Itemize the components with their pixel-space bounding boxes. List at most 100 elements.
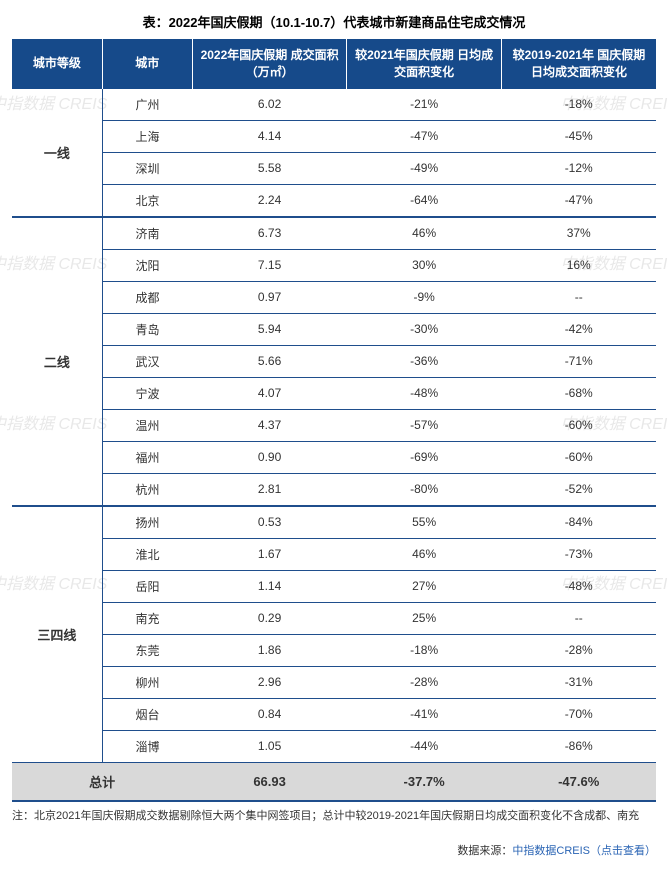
total-row: 总计66.93-37.7%-47.6% xyxy=(12,762,656,801)
cell-vs21: -21% xyxy=(347,89,502,121)
cell-area: 1.86 xyxy=(192,634,347,666)
cell-city: 北京 xyxy=(102,184,192,217)
total-vs1921: -47.6% xyxy=(501,762,656,801)
cell-area: 6.73 xyxy=(192,217,347,250)
cell-vs1921: -60% xyxy=(501,441,656,473)
cell-vs21: -36% xyxy=(347,345,502,377)
header-row: 城市等级 城市 2022年国庆假期 成交面积（万㎡） 较2021年国庆假期 日均… xyxy=(12,39,656,89)
cell-vs1921: -28% xyxy=(501,634,656,666)
cell-vs1921: -12% xyxy=(501,152,656,184)
col-city: 城市 xyxy=(102,39,192,89)
cell-vs21: -69% xyxy=(347,441,502,473)
table-row: 北京2.24-64%-47% xyxy=(12,184,656,217)
cell-vs1921: -71% xyxy=(501,345,656,377)
table-row: 柳州2.96-28%-31% xyxy=(12,666,656,698)
cell-city: 南充 xyxy=(102,602,192,634)
table-row: 三四线扬州0.5355%-84% xyxy=(12,506,656,539)
cell-vs21: -57% xyxy=(347,409,502,441)
cell-vs1921: -42% xyxy=(501,313,656,345)
cell-city: 杭州 xyxy=(102,473,192,506)
cell-area: 4.07 xyxy=(192,377,347,409)
cell-city: 宁波 xyxy=(102,377,192,409)
cell-area: 0.97 xyxy=(192,281,347,313)
cell-vs1921: -84% xyxy=(501,506,656,539)
cell-vs21: -41% xyxy=(347,698,502,730)
cell-city: 广州 xyxy=(102,89,192,121)
cell-area: 2.96 xyxy=(192,666,347,698)
cell-vs21: 27% xyxy=(347,570,502,602)
cell-vs21: 46% xyxy=(347,538,502,570)
cell-city: 济南 xyxy=(102,217,192,250)
cell-city: 成都 xyxy=(102,281,192,313)
table-row: 淄博1.05-44%-86% xyxy=(12,730,656,762)
cell-area: 2.24 xyxy=(192,184,347,217)
tier-cell: 二线 xyxy=(12,217,102,506)
cell-area: 0.90 xyxy=(192,441,347,473)
cell-vs21: -64% xyxy=(347,184,502,217)
cell-area: 0.29 xyxy=(192,602,347,634)
col-vs21: 较2021年国庆假期 日均成交面积变化 xyxy=(347,39,502,89)
col-vs1921: 较2019-2021年 国庆假期 日均成交面积变化 xyxy=(501,39,656,89)
cell-area: 5.94 xyxy=(192,313,347,345)
table-row: 淮北1.6746%-73% xyxy=(12,538,656,570)
data-table: 城市等级 城市 2022年国庆假期 成交面积（万㎡） 较2021年国庆假期 日均… xyxy=(12,39,656,802)
cell-city: 淮北 xyxy=(102,538,192,570)
tier-cell: 一线 xyxy=(12,89,102,217)
cell-vs1921: 37% xyxy=(501,217,656,250)
total-label: 总计 xyxy=(12,762,192,801)
cell-area: 4.37 xyxy=(192,409,347,441)
cell-area: 1.14 xyxy=(192,570,347,602)
cell-city: 柳州 xyxy=(102,666,192,698)
cell-area: 2.81 xyxy=(192,473,347,506)
table-row: 上海4.14-47%-45% xyxy=(12,120,656,152)
cell-vs21: 46% xyxy=(347,217,502,250)
cell-city: 沈阳 xyxy=(102,249,192,281)
cell-vs1921: -52% xyxy=(501,473,656,506)
cell-vs21: -9% xyxy=(347,281,502,313)
table-row: 二线济南6.7346%37% xyxy=(12,217,656,250)
table-row: 深圳5.58-49%-12% xyxy=(12,152,656,184)
table-row: 宁波4.07-48%-68% xyxy=(12,377,656,409)
data-source: 数据来源：中指数据CREIS（点击查看） xyxy=(12,842,656,858)
total-area: 66.93 xyxy=(192,762,347,801)
table-row: 一线广州6.02-21%-18% xyxy=(12,89,656,121)
cell-area: 0.84 xyxy=(192,698,347,730)
cell-city: 上海 xyxy=(102,120,192,152)
cell-area: 1.05 xyxy=(192,730,347,762)
cell-city: 东莞 xyxy=(102,634,192,666)
cell-vs1921: -- xyxy=(501,602,656,634)
cell-city: 福州 xyxy=(102,441,192,473)
cell-vs1921: -18% xyxy=(501,89,656,121)
cell-city: 烟台 xyxy=(102,698,192,730)
cell-area: 5.66 xyxy=(192,345,347,377)
cell-vs1921: -73% xyxy=(501,538,656,570)
table-row: 杭州2.81-80%-52% xyxy=(12,473,656,506)
table-row: 南充0.2925%-- xyxy=(12,602,656,634)
cell-vs1921: -45% xyxy=(501,120,656,152)
col-tier: 城市等级 xyxy=(12,39,102,89)
cell-city: 岳阳 xyxy=(102,570,192,602)
source-prefix: 数据来源： xyxy=(457,845,512,857)
source-link[interactable]: 中指数据CREIS（点击查看） xyxy=(512,845,656,857)
table-title: 表：2022年国庆假期（10.1-10.7）代表城市新建商品住宅成交情况 xyxy=(12,12,656,31)
cell-vs1921: -70% xyxy=(501,698,656,730)
cell-vs21: -18% xyxy=(347,634,502,666)
cell-vs1921: -48% xyxy=(501,570,656,602)
cell-vs1921: -31% xyxy=(501,666,656,698)
table-row: 福州0.90-69%-60% xyxy=(12,441,656,473)
cell-city: 扬州 xyxy=(102,506,192,539)
cell-vs1921: -- xyxy=(501,281,656,313)
cell-vs21: -44% xyxy=(347,730,502,762)
table-row: 岳阳1.1427%-48% xyxy=(12,570,656,602)
cell-area: 0.53 xyxy=(192,506,347,539)
cell-vs1921: -68% xyxy=(501,377,656,409)
cell-area: 7.15 xyxy=(192,249,347,281)
col-area: 2022年国庆假期 成交面积（万㎡） xyxy=(192,39,347,89)
cell-vs1921: 16% xyxy=(501,249,656,281)
cell-vs21: 30% xyxy=(347,249,502,281)
cell-vs21: -48% xyxy=(347,377,502,409)
table-row: 东莞1.86-18%-28% xyxy=(12,634,656,666)
total-vs21: -37.7% xyxy=(347,762,502,801)
cell-vs21: -30% xyxy=(347,313,502,345)
cell-vs21: 25% xyxy=(347,602,502,634)
